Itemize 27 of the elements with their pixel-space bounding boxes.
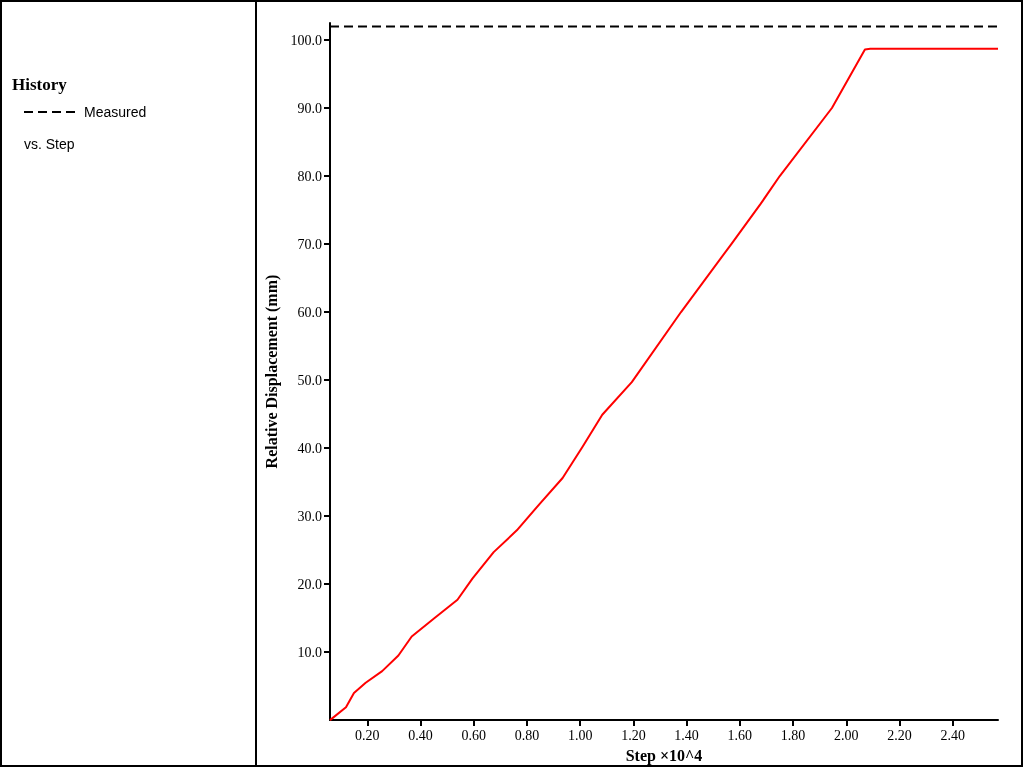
y-tick-label: 100.0 xyxy=(290,32,322,48)
y-tick-label: 50.0 xyxy=(297,372,322,388)
x-tick-label: 1.20 xyxy=(621,727,646,743)
x-tick-label: 1.80 xyxy=(780,727,806,743)
y-tick-label: 10.0 xyxy=(297,644,322,660)
x-tick-label: 2.00 xyxy=(834,727,859,743)
y-tick-label: 40.0 xyxy=(297,440,322,456)
x-tick-label: 0.60 xyxy=(461,727,486,743)
y-tick-label: 70.0 xyxy=(297,236,322,252)
x-tick-label: 2.20 xyxy=(887,727,912,743)
x-tick-label: 0.20 xyxy=(355,727,380,743)
legend-title: History xyxy=(12,75,68,94)
y-tick-label: 30.0 xyxy=(297,508,322,524)
y-tick-label: 80.0 xyxy=(297,168,322,184)
x-tick-label: 1.00 xyxy=(567,727,593,743)
y-tick-label: 20.0 xyxy=(297,576,322,592)
text: vs. Step xyxy=(24,136,75,152)
x-tick-label: 0.40 xyxy=(408,727,433,743)
x-tick-label: 2.40 xyxy=(940,727,966,743)
y-tick-label: 90.0 xyxy=(297,100,322,116)
y-axis-title: Relative Displacement (mm) xyxy=(263,274,282,469)
x-tick-label: 0.80 xyxy=(514,727,540,743)
x-axis-title: Step ×10^4 xyxy=(625,746,703,765)
y-tick-label: 60.0 xyxy=(297,304,322,320)
legend-label: Measured xyxy=(84,104,147,120)
x-tick-label: 1.60 xyxy=(727,727,753,743)
x-tick-label: 1.40 xyxy=(674,727,699,743)
